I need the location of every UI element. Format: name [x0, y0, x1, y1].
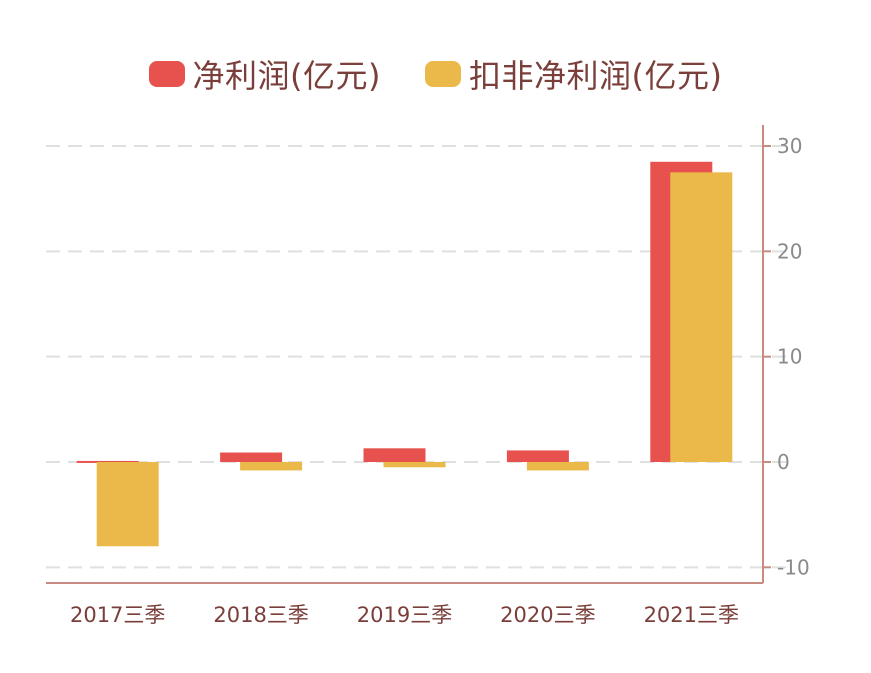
bar-deducted-profit-4	[670, 172, 733, 463]
y-tick-label: 0	[777, 450, 790, 474]
bar-net-profit-2	[363, 448, 426, 462]
bars	[76, 161, 733, 547]
legend-label-net-profit: 净利润(亿元)	[192, 57, 381, 95]
bar-deducted-profit-1	[240, 462, 303, 471]
x-category-label: 2017三季	[70, 603, 165, 627]
x-category-label: 2021三季	[644, 603, 739, 627]
bar-net-profit-0	[76, 460, 139, 463]
y-tick-label: 10	[777, 345, 802, 369]
bar-deducted-profit-0	[96, 462, 159, 547]
bar-net-profit-1	[220, 452, 283, 462]
legend: 净利润(亿元) 扣非净利润(亿元)	[0, 46, 871, 102]
legend-item-net-profit[interactable]: 净利润(亿元)	[148, 51, 381, 97]
legend-swatch-deducted-profit	[425, 61, 461, 87]
y-tick-label: 30	[777, 134, 802, 158]
bar-net-profit-3	[506, 450, 569, 462]
x-category-label: 2018三季	[213, 603, 308, 627]
bar-deducted-profit-2	[383, 462, 446, 468]
y-tick-label: -10	[777, 555, 810, 579]
bar-deducted-profit-3	[526, 462, 589, 471]
axis-labels: 30 20 10 0 -10 2017三季 2018三季 2019三季 2020三季 2021三季	[70, 134, 810, 627]
legend-label-deducted-profit: 扣非净利润(亿元)	[469, 57, 723, 95]
y-tick-label: 20	[777, 239, 802, 263]
x-category-label: 2019三季	[357, 603, 452, 627]
legend-swatch-net-profit	[148, 61, 185, 87]
x-category-label: 2020三季	[500, 603, 595, 627]
axes	[46, 125, 771, 584]
legend-item-deducted-profit[interactable]: 扣非净利润(亿元)	[425, 51, 722, 97]
